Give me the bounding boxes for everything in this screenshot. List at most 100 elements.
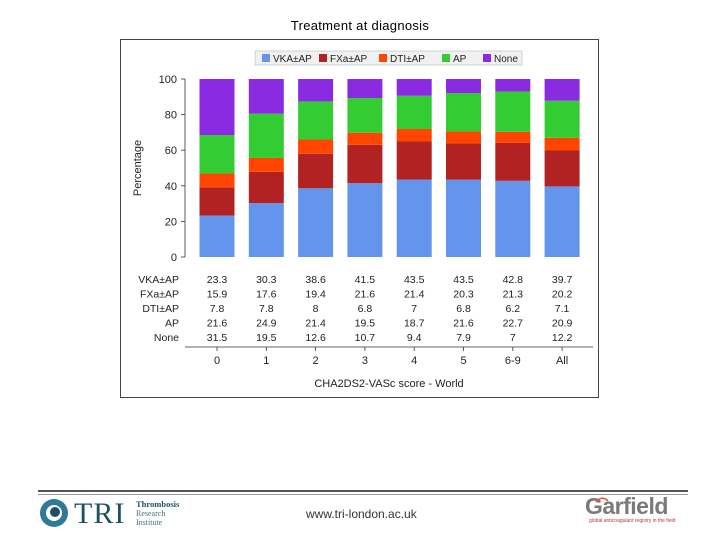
tri-logo: TRI Thrombosis Research Institute	[38, 497, 188, 531]
table-cell-3-7: 20.9	[552, 318, 573, 330]
bar-4-4	[396, 79, 432, 96]
garfield-wordmark: Garfield	[585, 493, 668, 519]
table-cell-4-2: 12.6	[305, 332, 326, 344]
legend-swatch-0	[262, 54, 270, 62]
table-cell-3-0: 21.6	[207, 318, 228, 330]
footer-url: www.tri-london.ac.uk	[306, 507, 417, 521]
legend-label-4: None	[494, 54, 518, 65]
bar-0-2	[298, 188, 334, 257]
bar-2-7	[544, 137, 580, 151]
table-cell-0-6: 42.8	[503, 274, 524, 286]
bar-2-6	[495, 131, 531, 143]
bar-3-2	[298, 101, 334, 140]
chart-frame: VKA±AP FXa±AP DTI±AP AP None 0 20 40 60 80 100 Per…	[120, 39, 599, 398]
table-cell-2-3: 6.8	[358, 303, 373, 315]
table-cell-1-1: 17.6	[256, 289, 277, 301]
table-cell-4-5: 7.9	[456, 332, 471, 344]
table-cell-0-0: 23.3	[207, 274, 228, 286]
table-cell-2-6: 6.2	[505, 303, 520, 315]
bar-4-2	[298, 79, 334, 102]
bar-1-2	[298, 153, 334, 189]
bar-2-0	[199, 173, 235, 188]
x-tick-label-2: 2	[313, 355, 319, 367]
table-cell-0-2: 38.6	[305, 274, 326, 286]
bar-2-3	[347, 132, 383, 145]
table-cell-3-1: 24.9	[256, 318, 277, 330]
y-axis: 0 20 40 60 80 100 Percentage	[132, 74, 186, 264]
table-cell-3-5: 21.6	[453, 318, 474, 330]
table-cell-4-4: 9.4	[407, 332, 422, 344]
table-cell-0-3: 41.5	[355, 274, 376, 286]
bar-3-3	[347, 98, 383, 133]
legend-label-2: DTI±AP	[390, 54, 425, 65]
table-cell-1-7: 20.2	[552, 289, 573, 301]
table-row-label-3: AP	[165, 318, 179, 330]
table-cell-3-6: 22.7	[503, 318, 524, 330]
table-cell-2-1: 7.8	[259, 303, 274, 315]
bar-3-4	[396, 95, 432, 130]
bar-0-0	[199, 215, 235, 257]
tri-institute-name: Thrombosis Research Institute	[136, 499, 180, 528]
tri-line-1: Thrombosis	[136, 499, 180, 509]
bar-3-1	[248, 113, 284, 158]
bar-1-3	[347, 144, 383, 184]
legend-swatch-4	[483, 54, 491, 62]
table-cell-2-4: 7	[411, 303, 417, 315]
bar-2-4	[396, 129, 432, 142]
bar-0-1	[248, 203, 284, 257]
x-tick-label-3: 3	[362, 355, 368, 367]
garfield-logo: Garfield global anticoagulant registry i…	[585, 493, 695, 528]
table-cell-4-6: 7	[510, 332, 516, 344]
tri-globe-icon	[40, 499, 68, 527]
bar-4-7	[544, 79, 580, 101]
legend-label-0: VKA±AP	[273, 54, 312, 65]
table-cell-1-2: 19.4	[305, 289, 326, 301]
x-tick-label-4: 4	[411, 355, 417, 367]
stacked-bar-chart: VKA±AP FXa±AP DTI±AP AP None 020406080100Per…	[132, 50, 593, 390]
table-cell-1-6: 21.3	[503, 289, 524, 301]
y-tick-label-2: 40	[165, 181, 177, 193]
bar-0-7	[544, 186, 580, 257]
bar-3-6	[495, 91, 531, 132]
bar-2-5	[446, 131, 481, 144]
chart-legend: VKA±AP FXa±AP DTI±AP AP None	[254, 50, 523, 66]
bar-2-2	[298, 139, 334, 154]
table-cell-0-1: 30.3	[256, 274, 277, 286]
bar-2-1	[248, 157, 284, 172]
table-cell-4-0: 31.5	[207, 332, 228, 344]
table-cell-4-3: 10.7	[355, 332, 376, 344]
table-cell-1-3: 21.6	[355, 289, 376, 301]
tri-line-2: Research	[136, 509, 166, 518]
x-tick-label-5: 5	[460, 355, 466, 367]
page-title: Treatment at diagnosis	[290, 18, 430, 33]
data-table: VKA±AP 23.3 30.3 38.6 41.5 43.5 43.5 42.8 39.7 FX…	[138, 274, 572, 344]
table-cell-3-3: 19.5	[355, 318, 376, 330]
x-tick-label-6: 6-9	[505, 355, 521, 367]
tri-wordmark: TRI	[74, 497, 126, 530]
table-row-label-4: None	[154, 332, 179, 344]
table-cell-1-5: 20.3	[453, 289, 474, 301]
table-cell-0-7: 39.7	[552, 274, 573, 286]
bar-1-1	[248, 171, 284, 204]
y-tick-label-3: 60	[165, 145, 177, 157]
legend-label-1: FXa±AP	[330, 54, 367, 65]
table-cell-2-2: 8	[313, 303, 319, 315]
bar-1-6	[495, 142, 531, 181]
legend-swatch-2	[379, 54, 387, 62]
x-axis-title: CHA2DS2-VASc score - World	[314, 378, 463, 390]
y-tick-label-1: 20	[165, 216, 177, 228]
legend-label-3: AP	[453, 54, 467, 65]
bar-4-5	[446, 79, 481, 94]
legend-swatch-1	[319, 54, 327, 62]
bar-4-3	[347, 79, 383, 99]
x-tick-label-1: 1	[263, 355, 269, 367]
bar-1-7	[544, 150, 580, 187]
bar-3-7	[544, 100, 580, 138]
tri-line-3: Institute	[136, 518, 163, 527]
table-cell-0-4: 43.5	[404, 274, 425, 286]
footer-divider	[38, 490, 688, 492]
y-tick-label-5: 100	[159, 74, 177, 86]
table-row-label-0: VKA±AP	[138, 274, 179, 286]
bar-4-0	[199, 79, 235, 136]
legend-swatch-3	[442, 54, 450, 62]
